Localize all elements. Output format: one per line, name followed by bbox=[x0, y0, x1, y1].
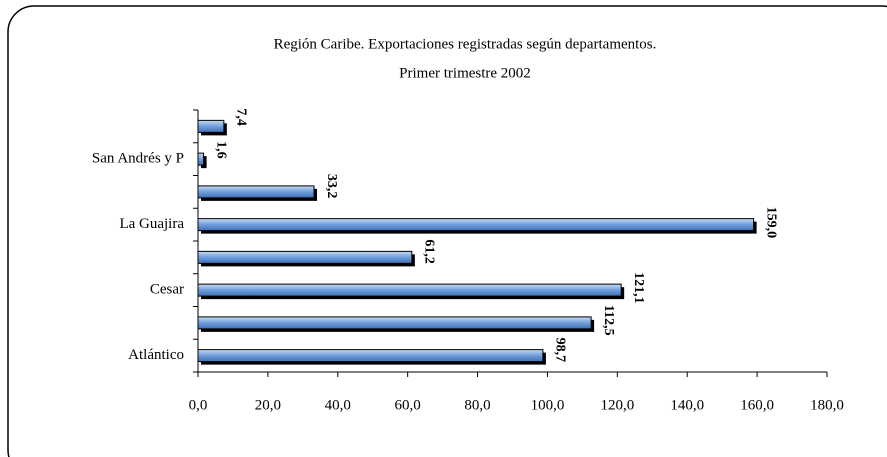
x-tick-label: 60,0 bbox=[395, 397, 421, 413]
bar bbox=[197, 250, 413, 264]
x-tick-label: 120,0 bbox=[600, 397, 634, 413]
x-tick-label: 140,0 bbox=[670, 397, 704, 413]
bar bbox=[197, 283, 622, 297]
value-label: 1,6 bbox=[213, 141, 228, 159]
x-tick-label: 100,0 bbox=[531, 397, 565, 413]
bar bbox=[197, 119, 225, 133]
chart-title: Región Caribe. Exportaciones registradas… bbox=[274, 36, 657, 52]
bar bbox=[197, 218, 755, 232]
bar bbox=[197, 316, 592, 330]
value-label: 33,2 bbox=[324, 174, 339, 199]
bar bbox=[197, 185, 315, 199]
x-tick-label: 160,0 bbox=[740, 397, 774, 413]
y-tick-label: San Andrés y P bbox=[92, 151, 184, 167]
value-label: 61,2 bbox=[422, 239, 437, 264]
x-tick-label: 80,0 bbox=[464, 397, 490, 413]
chart-subtitle: Primer trimestre 2002 bbox=[399, 65, 531, 81]
value-label: 112,5 bbox=[601, 305, 616, 336]
y-tick-label: Cesar bbox=[150, 282, 184, 298]
bar bbox=[197, 152, 205, 166]
value-label: 159,0 bbox=[763, 207, 778, 239]
x-tick-label: 180,0 bbox=[810, 397, 844, 413]
bar bbox=[197, 349, 544, 363]
x-tick-label: 40,0 bbox=[325, 397, 351, 413]
value-label: 7,4 bbox=[234, 108, 249, 126]
y-tick-label: Atlántico bbox=[128, 347, 184, 363]
value-label: 98,7 bbox=[553, 338, 568, 363]
x-tick-label: 0,0 bbox=[189, 397, 208, 413]
y-tick-label: La Guajira bbox=[119, 216, 184, 232]
x-tick-label: 20,0 bbox=[255, 397, 281, 413]
value-label: 121,1 bbox=[631, 272, 646, 304]
